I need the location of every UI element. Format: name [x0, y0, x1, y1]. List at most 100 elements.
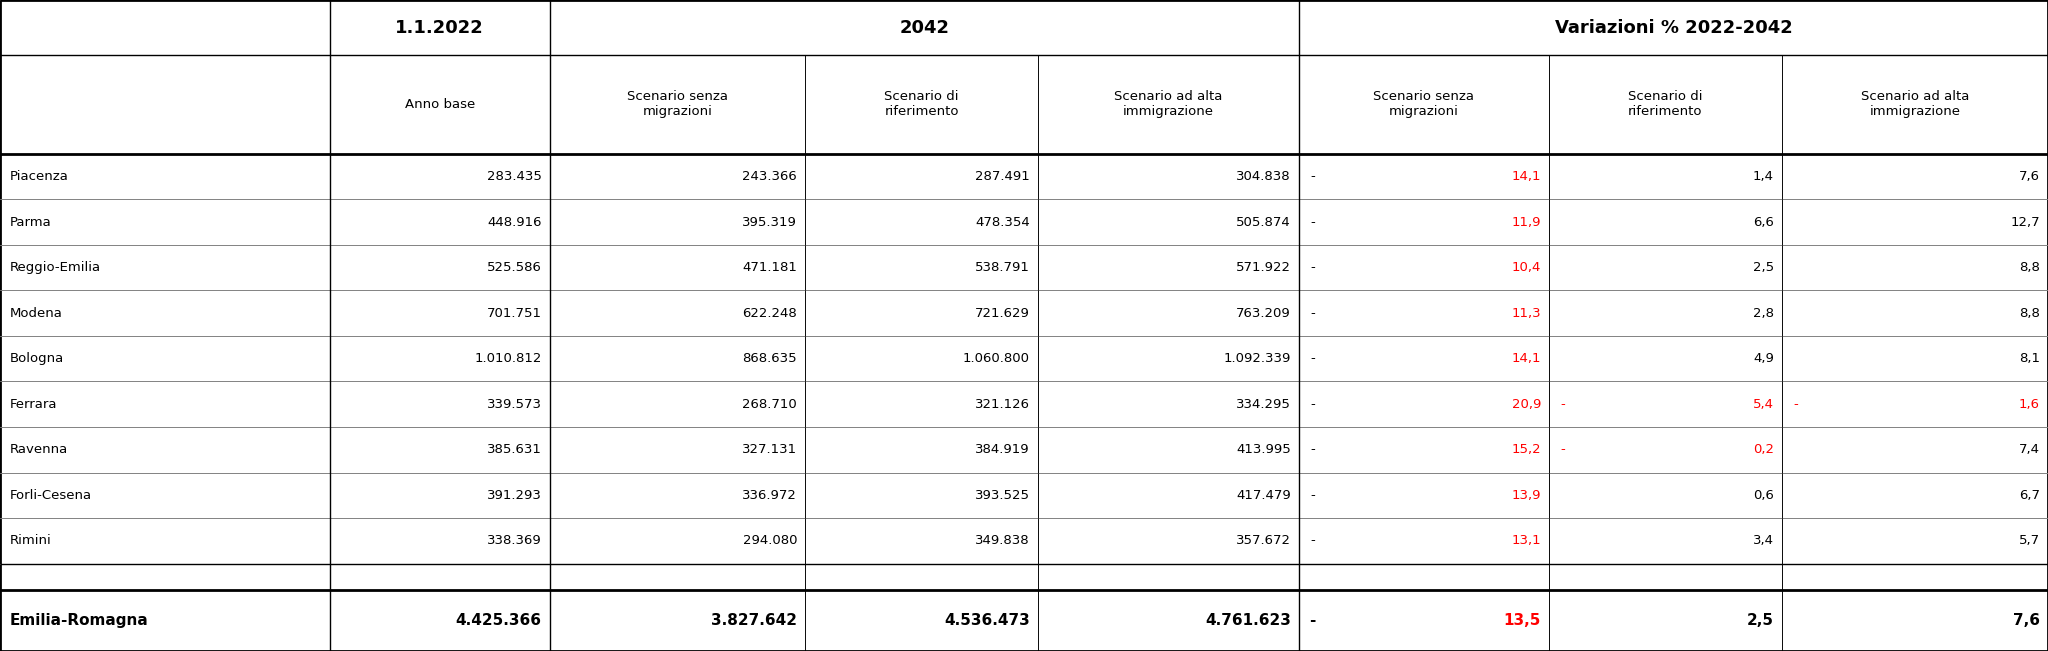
Bar	[0, 0, 330, 55]
Bar	[0, 427, 330, 473]
Text: 8,8: 8,8	[2019, 261, 2040, 274]
Bar	[1298, 290, 1548, 336]
Bar	[549, 245, 805, 290]
Text: 2,5: 2,5	[1753, 261, 1774, 274]
Text: Parma: Parma	[10, 215, 51, 229]
Bar	[1038, 518, 1298, 564]
Text: 338.369: 338.369	[487, 534, 541, 547]
Text: 327.131: 327.131	[741, 443, 797, 456]
Text: 14,1: 14,1	[1511, 170, 1540, 183]
Bar	[1038, 290, 1298, 336]
Bar	[1782, 564, 2048, 590]
Text: 538.791: 538.791	[975, 261, 1030, 274]
Text: 334.295: 334.295	[1235, 398, 1290, 411]
Bar	[1782, 55, 2048, 154]
Text: -: -	[1311, 398, 1315, 411]
Bar	[1298, 564, 1548, 590]
Text: 8,1: 8,1	[2019, 352, 2040, 365]
Bar	[1038, 564, 1298, 590]
Bar	[0, 473, 330, 518]
Text: 384.919: 384.919	[975, 443, 1030, 456]
Text: 5,7: 5,7	[2019, 534, 2040, 547]
Bar	[805, 473, 1038, 518]
Text: 505.874: 505.874	[1237, 215, 1290, 229]
Text: -: -	[1311, 443, 1315, 456]
Text: 283.435: 283.435	[487, 170, 541, 183]
Bar	[1038, 590, 1298, 651]
Text: 0,2: 0,2	[1753, 443, 1774, 456]
Bar	[805, 154, 1038, 199]
Bar	[330, 245, 549, 290]
Text: 0,6: 0,6	[1753, 489, 1774, 502]
Bar	[1038, 473, 1298, 518]
Text: 1.1.2022: 1.1.2022	[395, 18, 483, 36]
Bar	[1548, 427, 1782, 473]
Text: 1.010.812: 1.010.812	[475, 352, 541, 365]
Text: 4,9: 4,9	[1753, 352, 1774, 365]
Text: -: -	[1311, 534, 1315, 547]
Bar	[1782, 154, 2048, 199]
Bar	[549, 0, 1298, 55]
Bar	[1038, 427, 1298, 473]
Bar	[805, 199, 1038, 245]
Text: 6,7: 6,7	[2019, 489, 2040, 502]
Bar	[1782, 245, 2048, 290]
Bar	[1782, 473, 2048, 518]
Text: 391.293: 391.293	[487, 489, 541, 502]
Bar	[0, 590, 330, 651]
Bar	[1298, 336, 1548, 381]
Text: -: -	[1309, 613, 1317, 628]
Text: 7,6: 7,6	[2019, 170, 2040, 183]
Text: 2042: 2042	[899, 18, 948, 36]
Text: Scenario di
riferimento: Scenario di riferimento	[1628, 90, 1702, 118]
Text: 417.479: 417.479	[1237, 489, 1290, 502]
Text: 10,4: 10,4	[1511, 261, 1540, 274]
Text: 6,6: 6,6	[1753, 215, 1774, 229]
Text: 13,5: 13,5	[1503, 613, 1540, 628]
Bar	[1782, 336, 2048, 381]
Text: 413.995: 413.995	[1237, 443, 1290, 456]
Bar	[1298, 199, 1548, 245]
Bar	[0, 381, 330, 427]
Text: Anno base: Anno base	[406, 98, 475, 111]
Text: 471.181: 471.181	[741, 261, 797, 274]
Text: 336.972: 336.972	[741, 489, 797, 502]
Bar	[330, 427, 549, 473]
Text: 13,1: 13,1	[1511, 534, 1540, 547]
Text: Scenario senza
migrazioni: Scenario senza migrazioni	[627, 90, 727, 118]
Bar	[0, 199, 330, 245]
Bar	[1782, 590, 2048, 651]
Bar	[1038, 381, 1298, 427]
Text: Scenario di
riferimento: Scenario di riferimento	[885, 90, 958, 118]
Bar	[0, 518, 330, 564]
Bar	[805, 564, 1038, 590]
Bar	[1298, 518, 1548, 564]
Bar	[549, 590, 805, 651]
Text: -: -	[1311, 489, 1315, 502]
Bar	[330, 590, 549, 651]
Text: -: -	[1561, 398, 1565, 411]
Text: 304.838: 304.838	[1237, 170, 1290, 183]
Text: 721.629: 721.629	[975, 307, 1030, 320]
Text: Reggio-Emilia: Reggio-Emilia	[10, 261, 100, 274]
Bar	[1298, 427, 1548, 473]
Bar	[549, 154, 805, 199]
Bar	[1038, 245, 1298, 290]
Bar	[805, 427, 1038, 473]
Text: -: -	[1561, 443, 1565, 456]
Bar	[1298, 381, 1548, 427]
Text: -: -	[1311, 215, 1315, 229]
Text: 622.248: 622.248	[741, 307, 797, 320]
Text: Variazioni % 2022-2042: Variazioni % 2022-2042	[1554, 18, 1792, 36]
Bar	[330, 336, 549, 381]
Bar	[549, 55, 805, 154]
Bar	[1548, 473, 1782, 518]
Text: 12,7: 12,7	[2011, 215, 2040, 229]
Bar	[0, 245, 330, 290]
Bar	[0, 336, 330, 381]
Text: 20,9: 20,9	[1511, 398, 1540, 411]
Text: 393.525: 393.525	[975, 489, 1030, 502]
Text: 571.922: 571.922	[1235, 261, 1290, 274]
Bar	[1548, 564, 1782, 590]
Text: 868.635: 868.635	[743, 352, 797, 365]
